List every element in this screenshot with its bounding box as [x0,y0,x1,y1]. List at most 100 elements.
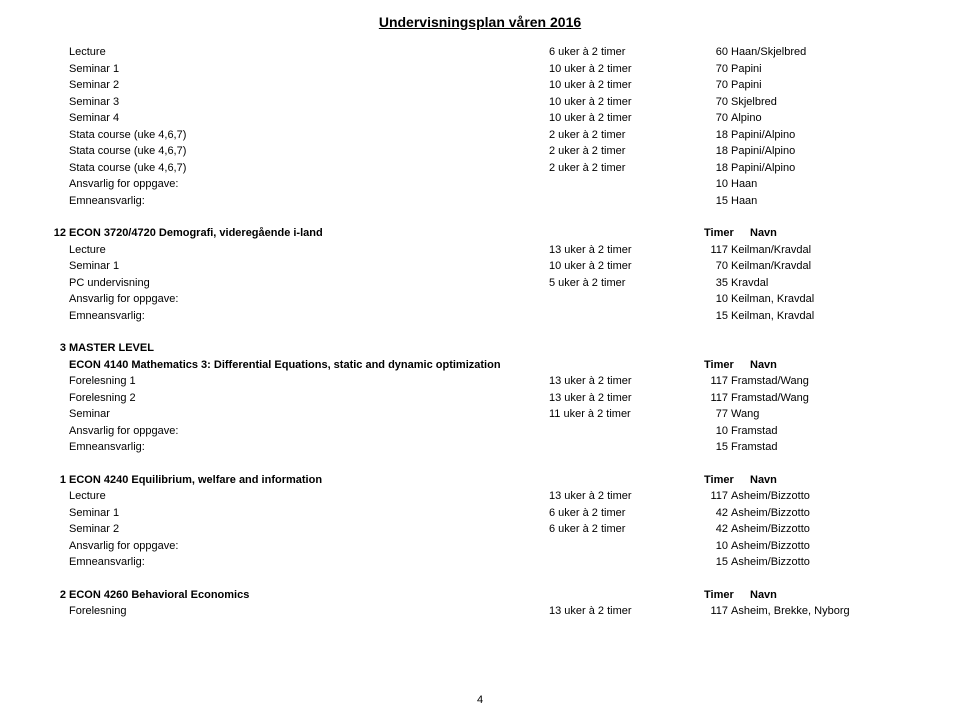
cell: 13 uker à 2 timer [549,603,704,620]
cell: 10 [704,538,731,555]
cell [48,61,69,78]
data-row: Forelesning 213 uker à 2 timer117Framsta… [48,390,912,407]
cell [48,127,69,144]
cell [48,275,69,292]
cell: 15 [704,554,731,571]
data-row: Seminar 210 uker à 2 timer70Papini [48,77,912,94]
cell: 10 uker à 2 timer [549,61,704,78]
cell: Papini/Alpino [731,160,912,177]
data-row: Ansvarlig for oppgave:10Framstad [48,423,912,440]
cell [48,373,69,390]
cell: 117 [704,603,731,620]
cell: Framstad [731,439,912,456]
cell: Navn [750,357,912,374]
cell: Timer [704,472,750,489]
cell: Wang [731,406,912,423]
cell: ECON 4140 Mathematics 3: Differential Eq… [69,357,549,374]
cell: Asheim/Bizzotto [731,505,912,522]
cell: Framstad/Wang [731,373,912,390]
data-row: Seminar 16 uker à 2 timer42Asheim/Bizzot… [48,505,912,522]
cell [48,439,69,456]
cell: ECON 4260 Behavioral Economics [69,587,549,604]
data-row: Forelesning13 uker à 2 timer117Asheim, B… [48,603,912,620]
cell: 15 [704,439,731,456]
data-row: Stata course (uke 4,6,7)2 uker à 2 timer… [48,160,912,177]
cell: 12 [48,225,69,242]
cell: 6 uker à 2 timer [549,521,704,538]
cell [549,538,704,555]
cell: 2 uker à 2 timer [549,160,704,177]
cell [48,258,69,275]
cell: Timer [704,225,750,242]
cell: Asheim/Bizzotto [731,538,912,555]
cell: 70 [704,110,731,127]
section-subheading: ECON 4140 Mathematics 3: Differential Eq… [48,357,912,374]
cell: Haan/Skjelbred [731,44,912,61]
section-heading: 1ECON 4240 Equilibrium, welfare and info… [48,472,912,489]
cell: 117 [704,488,731,505]
cell: Navn [750,225,912,242]
cell [48,488,69,505]
cell: 35 [704,275,731,292]
cell: Lecture [69,44,549,61]
cell: 10 [704,176,731,193]
cell: 2 [48,587,69,604]
data-row: Lecture6 uker à 2 timer60Haan/Skjelbred [48,44,912,61]
cell [48,160,69,177]
data-row: Lecture13 uker à 2 timer117Keilman/Kravd… [48,242,912,259]
cell: Emneansvarlig: [69,554,549,571]
data-row: Seminar 26 uker à 2 timer42Asheim/Bizzot… [48,521,912,538]
data-row: Lecture13 uker à 2 timer117Asheim/Bizzot… [48,488,912,505]
cell: 70 [704,77,731,94]
page-title: Undervisningsplan våren 2016 [48,14,912,30]
cell: 3 [48,340,69,357]
cell: Asheim/Bizzotto [731,488,912,505]
cell [704,340,731,357]
cell: MASTER LEVEL [69,340,549,357]
cell: Alpino [731,110,912,127]
cell [48,554,69,571]
cell: Stata course (uke 4,6,7) [69,127,549,144]
cell: 2 uker à 2 timer [549,127,704,144]
cell: Emneansvarlig: [69,308,549,325]
section: 12ECON 3720/4720 Demografi, videregående… [48,225,912,324]
section: 1ECON 4240 Equilibrium, welfare and info… [48,472,912,571]
cell [48,242,69,259]
cell: 13 uker à 2 timer [549,488,704,505]
cell: 2 uker à 2 timer [549,143,704,160]
cell: 5 uker à 2 timer [549,275,704,292]
cell: 70 [704,94,731,111]
cell: 117 [704,390,731,407]
cell [48,521,69,538]
cell: Papini/Alpino [731,127,912,144]
section-heading: 2ECON 4260 Behavioral EconomicsTimerNavn [48,587,912,604]
cell: Stata course (uke 4,6,7) [69,160,549,177]
section-heading: 3MASTER LEVEL [48,340,912,357]
cell [731,340,912,357]
cell: Asheim, Brekke, Nyborg [731,603,912,620]
cell: 1 [48,472,69,489]
cell [549,176,704,193]
cell [48,44,69,61]
cell: 117 [704,242,731,259]
cell: Keilman/Kravdal [731,258,912,275]
cell: Ansvarlig for oppgave: [69,423,549,440]
cell: Seminar 2 [69,521,549,538]
data-row: Seminar 110 uker à 2 timer70Keilman/Krav… [48,258,912,275]
data-row: Emneansvarlig:15Haan [48,193,912,210]
data-row: Ansvarlig for oppgave:10Asheim/Bizzotto [48,538,912,555]
cell [48,110,69,127]
cell: Forelesning 1 [69,373,549,390]
data-row: Emneansvarlig:15Asheim/Bizzotto [48,554,912,571]
cell [48,423,69,440]
cell: 10 [704,423,731,440]
cell: Ansvarlig for oppgave: [69,291,549,308]
data-row: Emneansvarlig:15Keilman, Kravdal [48,308,912,325]
cell: 13 uker à 2 timer [549,242,704,259]
cell: Seminar 1 [69,258,549,275]
data-row: Seminar11 uker à 2 timer77Wang [48,406,912,423]
cell: 15 [704,193,731,210]
cell: 42 [704,505,731,522]
cell [48,603,69,620]
cell: Seminar [69,406,549,423]
